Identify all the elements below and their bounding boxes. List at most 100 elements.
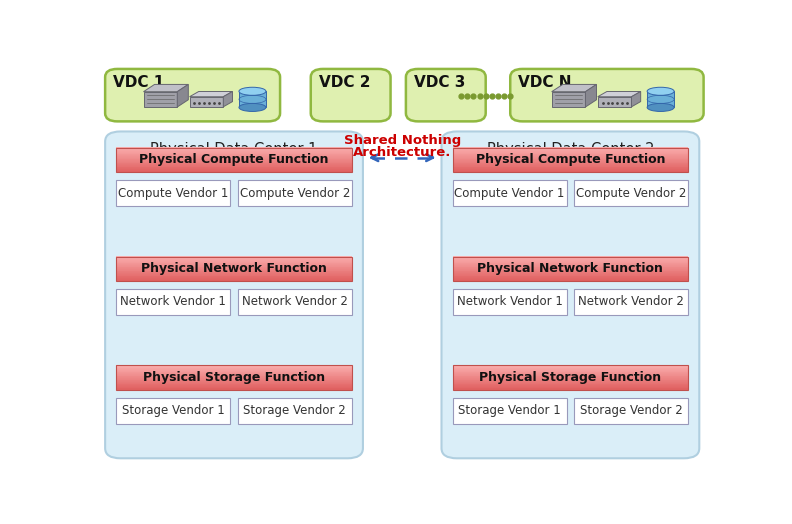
Text: Storage Vendor 2: Storage Vendor 2 [580,405,683,418]
Bar [452,155,688,157]
Bar [452,365,688,366]
Bar [116,168,352,169]
Bar [116,276,352,277]
Bar [116,265,352,266]
Bar [452,384,688,385]
Text: Compute Vendor 2: Compute Vendor 2 [576,187,687,200]
Bar [452,150,688,151]
Bar [116,279,352,281]
Bar [116,155,352,157]
Text: Architecture.: Architecture. [353,146,451,159]
Bar [452,367,688,368]
Bar [452,152,688,153]
Bar [116,278,352,279]
Bar [239,91,266,107]
Bar [452,289,567,315]
Text: Shared Nothing: Shared Nothing [344,134,461,147]
Bar [452,257,688,258]
Bar [452,271,688,272]
Bar [116,148,352,149]
Bar [452,265,688,266]
FancyBboxPatch shape [441,132,699,458]
Bar [116,370,352,371]
Bar [116,180,230,206]
Bar [452,373,688,374]
Bar [116,376,352,378]
Bar [116,385,352,386]
Bar [452,376,688,378]
Text: Network Vendor 2: Network Vendor 2 [242,296,348,309]
Bar [452,260,688,261]
Bar [452,155,688,156]
Text: Storage Vendor 1: Storage Vendor 1 [459,405,561,418]
Bar [116,276,352,278]
Bar [116,271,352,272]
Bar [452,386,688,387]
Bar [116,170,352,171]
Bar [116,271,352,272]
Bar [452,378,688,379]
Bar [116,368,352,369]
Bar [452,373,688,374]
Bar [116,367,352,369]
Bar [452,379,688,381]
Bar [452,370,688,371]
Text: Physical Compute Function: Physical Compute Function [139,153,329,166]
Bar [452,164,688,166]
Bar [452,160,688,161]
Bar [452,157,688,158]
Bar [452,158,688,159]
Bar [116,267,352,269]
Bar [574,180,688,206]
Bar [452,382,688,383]
Bar [116,264,352,265]
FancyBboxPatch shape [406,69,485,122]
Text: Physical Storage Function: Physical Storage Function [479,371,661,384]
Bar [452,159,688,160]
Bar [189,97,223,107]
Bar [452,385,688,386]
Bar [116,158,352,160]
Bar [116,163,352,165]
Bar [116,150,352,151]
Bar [116,258,352,259]
Ellipse shape [239,88,266,95]
Bar [116,160,352,161]
Bar [116,263,352,264]
Bar [116,162,352,163]
Bar [452,150,688,151]
Text: Storage Vendor 1: Storage Vendor 1 [122,405,225,418]
Ellipse shape [647,103,674,112]
Bar [452,276,688,278]
Bar [452,274,688,275]
Bar [452,168,688,169]
Text: VDC N: VDC N [518,75,572,90]
Polygon shape [631,92,641,107]
Bar [452,262,688,263]
Bar [116,366,352,390]
Bar [452,377,688,378]
Bar [452,366,688,390]
Bar [116,289,230,315]
Bar [116,169,352,170]
Bar [116,367,352,368]
Bar [238,180,352,206]
FancyBboxPatch shape [105,132,363,458]
Bar [452,156,688,157]
Bar [116,386,352,387]
Bar [116,372,352,373]
Bar [143,92,177,107]
Bar [116,162,352,163]
Bar [452,380,688,381]
Bar [452,272,688,274]
Bar [452,376,688,377]
Bar [452,368,688,369]
Bar [598,97,631,107]
Bar [452,158,688,160]
Bar [452,264,688,265]
Bar [452,278,688,279]
Bar [452,264,688,266]
Bar [452,267,688,268]
Bar [452,258,688,259]
Bar [238,289,352,315]
